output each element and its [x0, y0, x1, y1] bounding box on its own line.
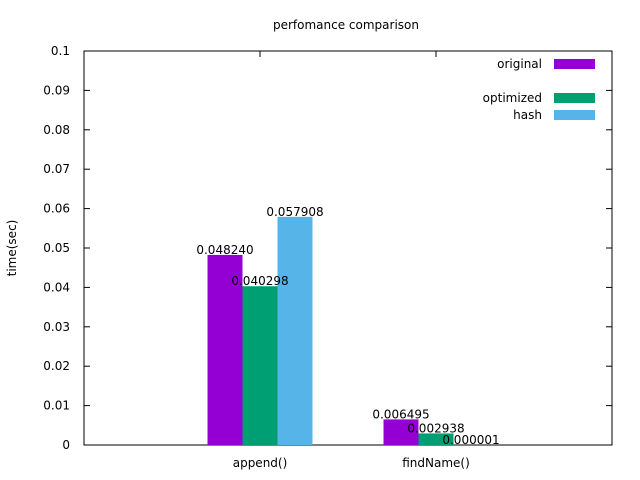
y-tick-label: 0.1 — [51, 44, 70, 58]
data-label: 0.002938 — [407, 421, 464, 435]
y-tick-label: 0.05 — [43, 241, 70, 255]
y-tick-label: 0.08 — [43, 123, 70, 137]
legend: original optimized hash — [483, 57, 595, 122]
data-labels: 0.048240 0.006495 0.040298 0.002938 0.057908… — [196, 205, 499, 447]
legend-label-original: original — [497, 57, 542, 71]
bar-hash-0 — [277, 216, 313, 445]
y-tick-label: 0.04 — [43, 280, 70, 294]
x-tick-label: findName() — [402, 456, 470, 470]
legend-swatch-hash — [554, 110, 595, 120]
bar-original-0 — [207, 254, 243, 445]
y-axis-label: time(sec) — [5, 220, 19, 277]
legend-swatch-optimized — [554, 93, 595, 103]
x-axis: append() findName() — [233, 51, 470, 470]
y-tick-label: 0.09 — [43, 83, 70, 97]
legend-label-optimized: optimized — [483, 91, 542, 105]
y-tick-label: 0.03 — [43, 320, 70, 334]
y-tick-label: 0.06 — [43, 202, 70, 216]
bar-optimized-0 — [242, 286, 278, 445]
data-label: 0.000001 — [442, 433, 499, 447]
bar-optimized-1 — [418, 433, 454, 445]
legend-label-hash: hash — [513, 108, 542, 122]
y-tick-label: 0.07 — [43, 162, 70, 176]
y-tick-label: 0.01 — [43, 399, 70, 413]
y-axis: 0 0.01 0.02 0.03 0.04 0.05 0.06 0.07 0.08 0.09 0.1 — [43, 44, 612, 452]
data-label: 0.006495 — [372, 407, 429, 421]
y-tick-label: 0.02 — [43, 359, 70, 373]
data-label: 0.048240 — [196, 243, 253, 257]
y-tick-label: 0 — [62, 438, 70, 452]
bar-original-1 — [383, 419, 419, 445]
data-label: 0.057908 — [266, 205, 323, 219]
x-tick-label: append() — [233, 456, 288, 470]
legend-swatch-original — [554, 59, 595, 69]
data-label: 0.040298 — [231, 274, 288, 288]
chart-title: perfomance comparison — [273, 18, 419, 32]
bars — [207, 216, 489, 445]
